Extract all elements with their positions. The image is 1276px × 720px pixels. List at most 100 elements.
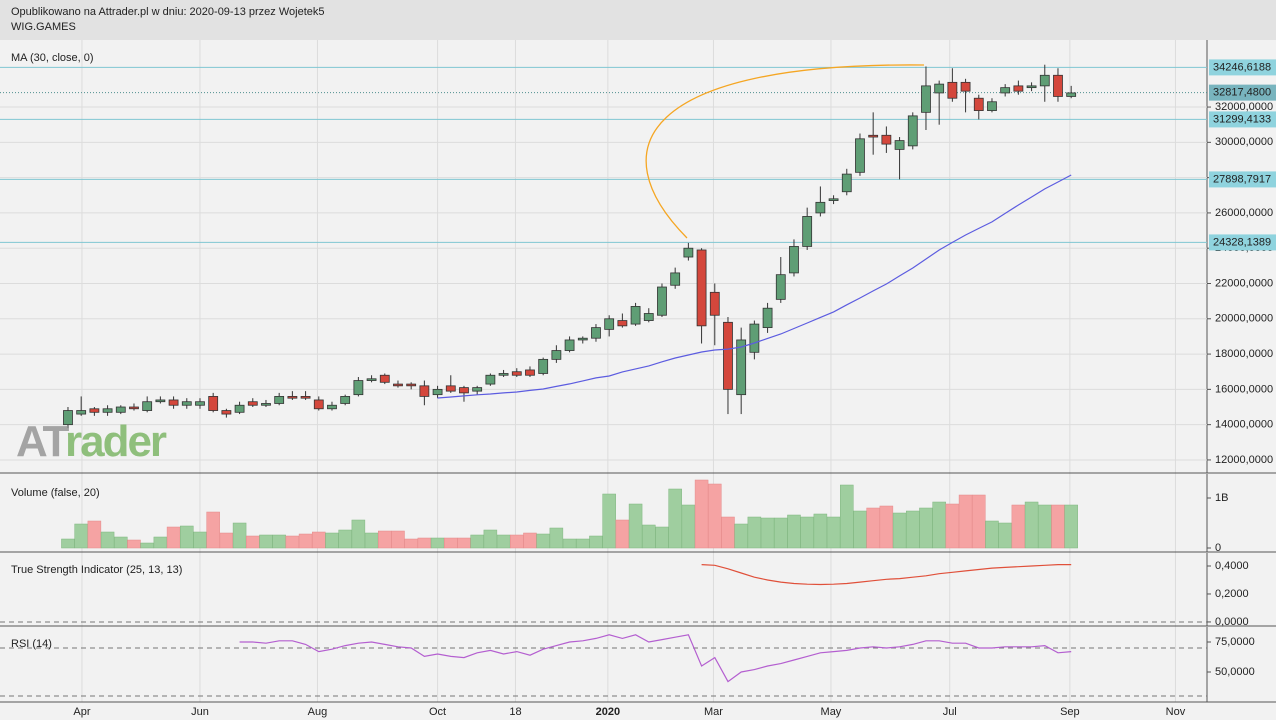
last-price-tag <box>1209 84 1276 101</box>
volume-bar <box>906 510 920 549</box>
volume-bar <box>351 519 366 549</box>
candle-body <box>947 81 958 99</box>
candle-body <box>1039 74 1050 87</box>
y-tick-label: 18000,0000 <box>1215 348 1273 360</box>
x-tick-label: 18 <box>509 706 521 718</box>
volume-bar <box>919 507 933 549</box>
candle-body <box>828 198 839 201</box>
volume-bar <box>232 522 247 549</box>
volume-bar <box>721 516 735 549</box>
volume-bar <box>747 516 762 549</box>
candle-body <box>63 410 73 426</box>
candle-body <box>472 387 483 392</box>
volume-bar <box>325 532 339 549</box>
candle-body <box>709 291 720 316</box>
level-tag <box>1209 59 1276 76</box>
header-band <box>0 0 1276 40</box>
y-tick-label: 1B <box>1215 492 1228 504</box>
volume-bar <box>734 523 748 549</box>
x-tick-label: Mar <box>704 706 723 718</box>
volume-bar <box>985 520 999 549</box>
volume-bar <box>826 516 841 549</box>
candle-body <box>564 339 575 351</box>
volume-bar <box>694 479 709 549</box>
panel-title: MA (30, close, 0) <box>11 52 94 64</box>
candle-body <box>261 403 271 406</box>
candle-body <box>142 401 153 411</box>
candle-body <box>617 320 628 327</box>
plot-layer: Apr Jun Aug Oct 18 2020 Mar May Jul Sep Nov 12000,0… <box>0 40 1276 718</box>
candle-body <box>907 115 918 147</box>
volume-bar <box>496 534 511 549</box>
volume-bar <box>100 531 115 549</box>
candle-body <box>419 385 430 397</box>
level-tag <box>1209 111 1276 128</box>
symbol: WIG.GAMES <box>11 21 76 33</box>
candle-body <box>221 410 232 415</box>
y-tick-label: 20000,0000 <box>1215 313 1273 325</box>
y-tick-label: 0,0000 <box>1215 616 1249 628</box>
candle-body <box>208 396 219 411</box>
volume-bar <box>312 531 326 549</box>
x-tick-label: Oct <box>429 706 446 718</box>
volume-bar <box>391 530 405 549</box>
volume-bar <box>298 533 313 549</box>
candle-body <box>155 399 166 403</box>
candle-body <box>973 97 984 111</box>
drawn-curve <box>645 64 925 239</box>
candle-body <box>1066 92 1077 97</box>
level-label: 31299,4133 <box>1213 113 1271 125</box>
candle-body <box>102 408 113 413</box>
candle-body <box>775 274 786 300</box>
volume-bar <box>206 511 220 549</box>
candle-body <box>657 286 667 316</box>
volume-bar <box>1064 504 1078 549</box>
candle-body <box>1000 87 1011 94</box>
panel-title: True Strength Indicator (25, 13, 13) <box>11 564 182 576</box>
x-tick-label: Apr <box>73 706 90 718</box>
candle-body <box>670 272 681 286</box>
candle-body <box>406 383 417 387</box>
volume-bar <box>945 503 960 549</box>
candle-body <box>432 388 443 396</box>
candle-body <box>313 399 324 410</box>
level-label: 34246,6188 <box>1213 61 1271 73</box>
y-tick-label: 32000,0000 <box>1215 101 1273 113</box>
candle-body <box>274 396 285 404</box>
volume-bar <box>1051 504 1065 549</box>
candle-body <box>353 380 364 396</box>
indicator-line <box>239 634 1072 683</box>
y-tick-label: 12000,0000 <box>1215 454 1273 466</box>
volume-bar <box>246 535 260 549</box>
candle-body <box>366 378 377 381</box>
volume-bar <box>628 503 643 549</box>
volume-bar <box>708 483 722 549</box>
panel-title: Volume (false, 20) <box>11 487 100 499</box>
y-tick-label: 22000,0000 <box>1215 277 1273 289</box>
candle-body <box>815 201 826 214</box>
candle-body <box>696 249 707 327</box>
candle-body <box>498 373 509 376</box>
candle-body <box>445 385 456 392</box>
x-tick-label: Aug <box>308 706 328 718</box>
volume-bar <box>589 535 603 549</box>
volume-bar <box>510 534 524 549</box>
candle-body <box>327 404 337 410</box>
volume-bar <box>180 525 194 549</box>
volume-bar <box>853 510 867 549</box>
volume-bar <box>549 527 564 549</box>
volume-bar <box>1038 504 1052 549</box>
volume-bar <box>602 493 616 549</box>
x-tick-label: Jun <box>191 706 209 718</box>
level-label: 27898,7917 <box>1213 173 1271 185</box>
volume-bar <box>338 529 352 549</box>
candle-body <box>129 406 139 410</box>
candle-body <box>1013 85 1024 92</box>
y-tick-label: 30000,0000 <box>1215 136 1273 148</box>
candle-body <box>551 350 562 360</box>
volume-bar <box>219 532 234 549</box>
candle-body <box>881 134 892 145</box>
volume-bar <box>378 530 392 549</box>
volume-bar <box>642 524 656 549</box>
